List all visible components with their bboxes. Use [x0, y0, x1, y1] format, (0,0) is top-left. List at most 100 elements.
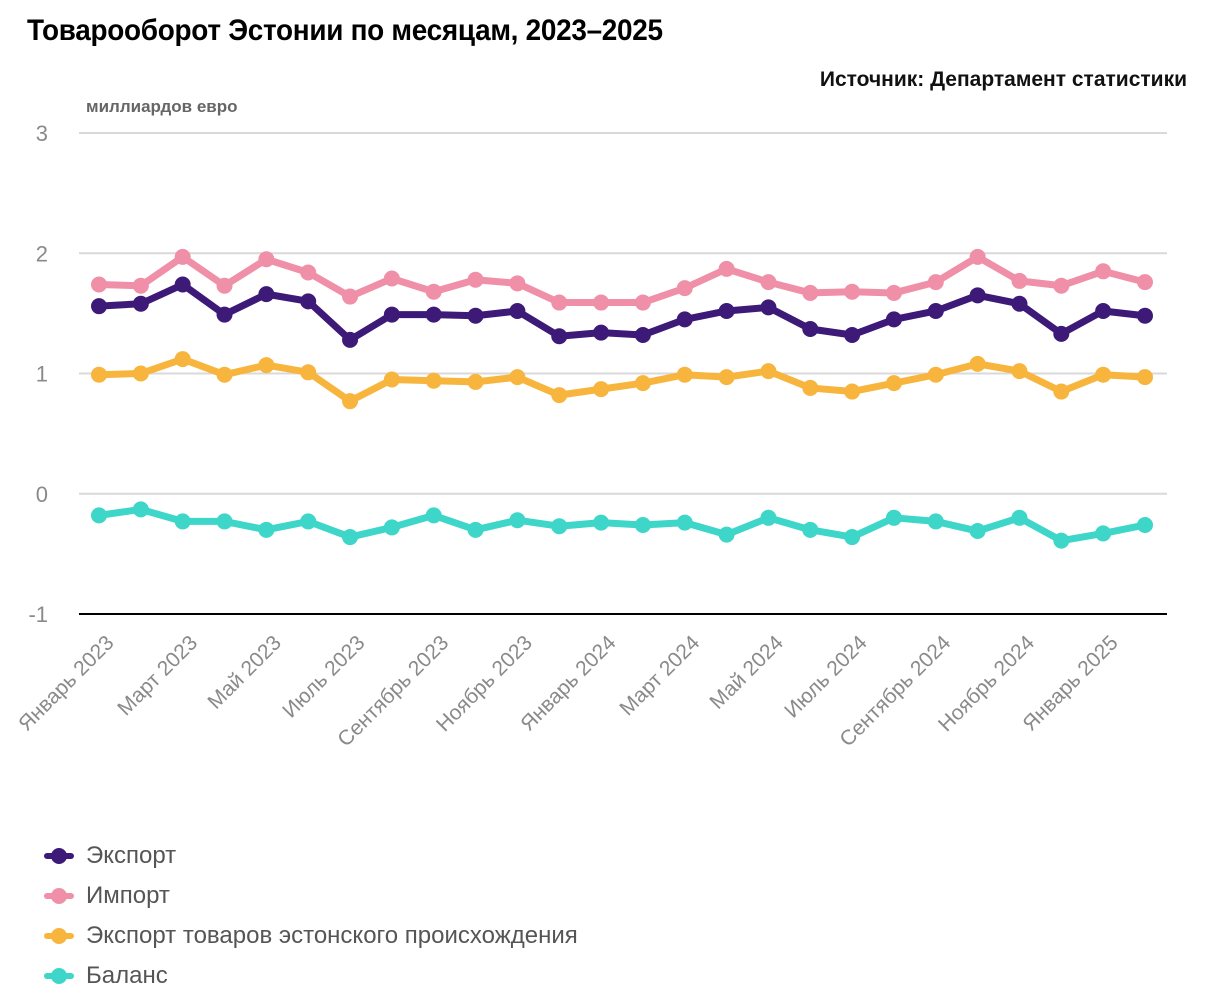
- data-point: [258, 521, 275, 538]
- legend: Экспорт Импорт Экспорт товаров эстонског…: [42, 836, 578, 996]
- data-point: [551, 328, 568, 345]
- data-point: [425, 507, 442, 524]
- data-point: [844, 383, 861, 400]
- data-point: [258, 286, 275, 303]
- x-tick-label: Март 2024: [615, 631, 704, 720]
- data-point: [216, 306, 233, 323]
- data-point: [1053, 325, 1070, 342]
- data-point: [676, 366, 693, 383]
- data-point: [593, 324, 610, 341]
- data-point: [676, 311, 693, 328]
- data-point: [1095, 366, 1112, 383]
- legend-marker-icon: [42, 966, 76, 986]
- data-point: [1011, 295, 1028, 312]
- data-point: [634, 327, 651, 344]
- data-point: [342, 331, 359, 348]
- series-line: [95, 355, 1149, 405]
- legend-item-export[interactable]: Экспорт: [42, 836, 578, 876]
- data-point: [174, 248, 191, 265]
- legend-item-estonian-origin-export[interactable]: Экспорт товаров эстонского происхождения: [42, 916, 578, 956]
- data-point: [300, 293, 317, 310]
- x-tick-label: Июль 2024: [780, 631, 872, 723]
- data-point: [885, 311, 902, 328]
- data-point: [174, 513, 191, 530]
- data-point: [760, 274, 777, 291]
- data-point: [593, 514, 610, 531]
- data-point: [718, 302, 735, 319]
- data-point: [467, 521, 484, 538]
- data-point: [467, 307, 484, 324]
- data-point: [885, 375, 902, 392]
- data-point: [634, 517, 651, 534]
- data-point: [718, 369, 735, 386]
- x-tick-label: Май 2023: [203, 631, 286, 714]
- data-point: [634, 375, 651, 392]
- data-point: [1137, 274, 1153, 291]
- y-tick-label: -1: [28, 602, 48, 627]
- data-point: [802, 379, 819, 396]
- data-point: [1011, 509, 1028, 526]
- data-point: [1011, 363, 1028, 380]
- data-point: [216, 366, 233, 383]
- data-point: [258, 357, 275, 374]
- legend-marker-icon: [42, 926, 76, 946]
- data-point: [551, 518, 568, 535]
- source-label: Источник: Департамент статистики: [819, 68, 1187, 91]
- series-group: [91, 248, 1153, 549]
- data-point: [593, 294, 610, 311]
- series-1: [91, 248, 1153, 311]
- data-point: [1053, 383, 1070, 400]
- data-point: [676, 280, 693, 297]
- legend-label: Экспорт: [86, 842, 177, 869]
- legend-label: Экспорт товаров эстонского происхождения: [86, 922, 578, 949]
- data-point: [383, 371, 400, 388]
- data-point: [509, 369, 526, 386]
- data-point: [760, 299, 777, 316]
- data-point: [342, 288, 359, 305]
- data-point: [885, 284, 902, 301]
- legend-label: Импорт: [86, 882, 170, 909]
- x-tick-label: Май 2024: [705, 631, 788, 714]
- legend-marker-icon: [42, 846, 76, 866]
- data-point: [802, 521, 819, 538]
- data-point: [425, 372, 442, 389]
- data-point: [509, 302, 526, 319]
- series-2: [91, 351, 1153, 410]
- series-line: [95, 281, 1149, 344]
- data-point: [132, 365, 149, 382]
- y-axis-ticks: 3 2 1 0 -1: [28, 121, 48, 627]
- data-point: [132, 295, 149, 312]
- data-point: [551, 387, 568, 404]
- data-point: [383, 519, 400, 536]
- data-point: [760, 363, 777, 380]
- data-point: [927, 302, 944, 319]
- data-point: [551, 294, 568, 311]
- y-tick-label: 3: [36, 121, 48, 146]
- data-point: [1011, 272, 1028, 289]
- data-point: [383, 306, 400, 323]
- y-tick-label: 2: [36, 241, 48, 266]
- data-point: [342, 529, 359, 546]
- data-point: [927, 513, 944, 530]
- data-point: [969, 248, 986, 265]
- data-point: [174, 351, 191, 368]
- data-point: [383, 270, 400, 287]
- data-point: [216, 513, 233, 530]
- data-point: [1095, 263, 1112, 280]
- data-point: [216, 277, 233, 294]
- data-point: [509, 512, 526, 529]
- data-point: [342, 393, 359, 410]
- data-point: [1095, 525, 1112, 542]
- legend-item-balance[interactable]: Баланс: [42, 956, 578, 996]
- data-point: [132, 277, 149, 294]
- data-point: [300, 264, 317, 281]
- data-point: [132, 501, 149, 518]
- data-point: [467, 271, 484, 288]
- data-point: [634, 294, 651, 311]
- legend-item-import[interactable]: Импорт: [42, 876, 578, 916]
- data-point: [91, 507, 107, 524]
- data-point: [91, 366, 107, 383]
- data-point: [885, 509, 902, 526]
